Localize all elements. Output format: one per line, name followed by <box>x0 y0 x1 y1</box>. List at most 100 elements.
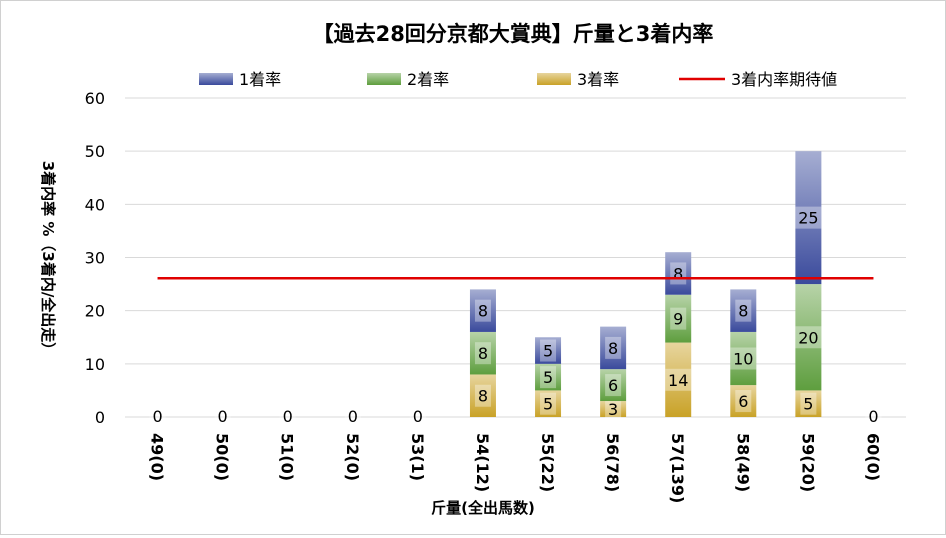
x-axis-ticks: 49(0) 50(0) 51(0) 52(0) 53(1) 54(12) 55(22) 56(… <box>148 433 883 503</box>
bar-segment-1着率 <box>600 326 627 370</box>
x-tick-label: 56(78) <box>603 433 622 492</box>
legend-swatch <box>199 73 233 85</box>
data-label: 25 <box>798 209 818 228</box>
data-label: 0 <box>413 407 423 426</box>
x-tick-label: 57(139) <box>668 433 687 503</box>
legend-label: 3着内率期待値 <box>731 70 837 89</box>
bar-segment-2着率 <box>795 284 822 391</box>
bar-segment-3着率 <box>535 390 562 417</box>
data-label: 8 <box>738 302 748 321</box>
bar-segment-2着率 <box>730 331 757 386</box>
data-label: 10 <box>733 350 753 369</box>
bar-segment-3着率 <box>469 374 496 417</box>
bar-segment-2着率 <box>535 363 562 391</box>
data-label: 5 <box>543 395 553 414</box>
bar-segment-3着率 <box>600 401 627 417</box>
x-tick-label: 59(20) <box>798 433 817 492</box>
y-tick-label: 60 <box>85 89 105 108</box>
x-tick-label: 60(0) <box>863 433 882 481</box>
bar-segment-2着率 <box>469 331 496 375</box>
data-label-bg <box>540 339 557 362</box>
data-label: 8 <box>478 387 488 406</box>
data-label: 9 <box>673 310 683 329</box>
data-label-bg <box>735 390 752 413</box>
data-label-bg <box>344 405 361 427</box>
x-axis-title: 斤量(全出馬数) <box>431 499 535 517</box>
y-tick-label: 40 <box>85 195 105 214</box>
data-label-bg <box>605 374 622 397</box>
data-label-bg <box>665 368 692 391</box>
bars: 0 0 0 0 0 8 8 8 5 5 5 3 6 8 14 9 8 6 10 8 5 20 25 0 <box>149 151 882 427</box>
x-tick-label: 53(1) <box>408 433 427 481</box>
data-label-bg <box>735 299 752 322</box>
data-label-bg <box>149 405 166 427</box>
data-label-bg <box>865 405 882 427</box>
legend-swatch <box>367 73 401 85</box>
legend-label: 3着率 <box>577 70 619 89</box>
x-tick-label: 51(0) <box>278 433 297 481</box>
data-label: 5 <box>543 342 553 361</box>
bar-segment-1着率 <box>795 151 822 285</box>
data-label: 14 <box>668 371 688 390</box>
data-label: 0 <box>868 407 878 426</box>
data-label-bg <box>540 366 557 389</box>
data-label: 8 <box>608 339 618 358</box>
bar-segment-1着率 <box>730 289 757 332</box>
data-label: 8 <box>673 264 683 283</box>
data-label: 0 <box>218 407 228 426</box>
legend-label: 1着率 <box>239 70 281 89</box>
data-label-bg <box>409 405 426 427</box>
bar-segment-3着率 <box>730 385 757 417</box>
x-tick-label: 58(49) <box>733 433 752 492</box>
y-tick-label: 20 <box>85 302 105 321</box>
data-label: 6 <box>738 392 748 411</box>
bar-segment-2着率 <box>600 369 627 402</box>
x-tick-label: 52(0) <box>343 433 362 481</box>
grid-lines <box>125 97 906 418</box>
data-label: 0 <box>348 407 358 426</box>
x-tick-label: 55(22) <box>538 433 557 492</box>
data-label-bg <box>795 206 822 229</box>
data-label-bg <box>795 326 822 349</box>
data-label-bg <box>474 299 491 322</box>
data-label: 0 <box>152 407 162 426</box>
y-axis-ticks: 0 10 20 30 40 50 60 <box>85 89 105 427</box>
data-label-bg <box>730 347 757 370</box>
data-label-bg <box>474 384 491 407</box>
y-axis-title: 3着内率 %（3着内/全出走） <box>39 161 57 358</box>
data-label-bg <box>605 336 622 359</box>
data-label-bg <box>800 392 817 415</box>
bar-segment-1着率 <box>535 337 562 364</box>
data-label: 5 <box>543 368 553 387</box>
data-label: 8 <box>478 344 488 363</box>
y-tick-label: 50 <box>85 142 105 161</box>
y-tick-label: 30 <box>85 249 105 268</box>
data-label: 20 <box>798 328 818 347</box>
chart-legend: 1着率 2着率 3着率 3着内率期待値 <box>199 70 837 89</box>
bar-segment-3着率 <box>665 342 692 417</box>
bar-segment-1着率 <box>469 289 496 332</box>
data-label: 3 <box>608 400 618 419</box>
legend-swatch <box>537 73 571 85</box>
bar-segment-1着率 <box>665 252 692 295</box>
y-tick-label: 0 <box>95 408 105 427</box>
bar-segment-3着率 <box>795 390 822 417</box>
data-label: 6 <box>608 376 618 395</box>
chart-title: 【過去28回分京都大賞典】斤量と3着内率 <box>313 22 714 46</box>
x-tick-label: 50(0) <box>213 433 232 481</box>
data-label-bg <box>670 307 687 330</box>
data-label-bg <box>540 392 557 415</box>
x-tick-label: 54(12) <box>473 433 492 492</box>
legend-label: 2着率 <box>407 70 449 89</box>
bar-segment-2着率 <box>665 294 692 343</box>
data-label: 8 <box>478 302 488 321</box>
data-label-bg <box>279 405 296 427</box>
data-label: 0 <box>283 407 293 426</box>
x-tick-label: 49(0) <box>148 433 167 481</box>
y-tick-label: 10 <box>85 355 105 374</box>
data-label-bg <box>474 342 491 365</box>
data-label-bg <box>605 398 622 421</box>
data-label: 5 <box>803 395 813 414</box>
